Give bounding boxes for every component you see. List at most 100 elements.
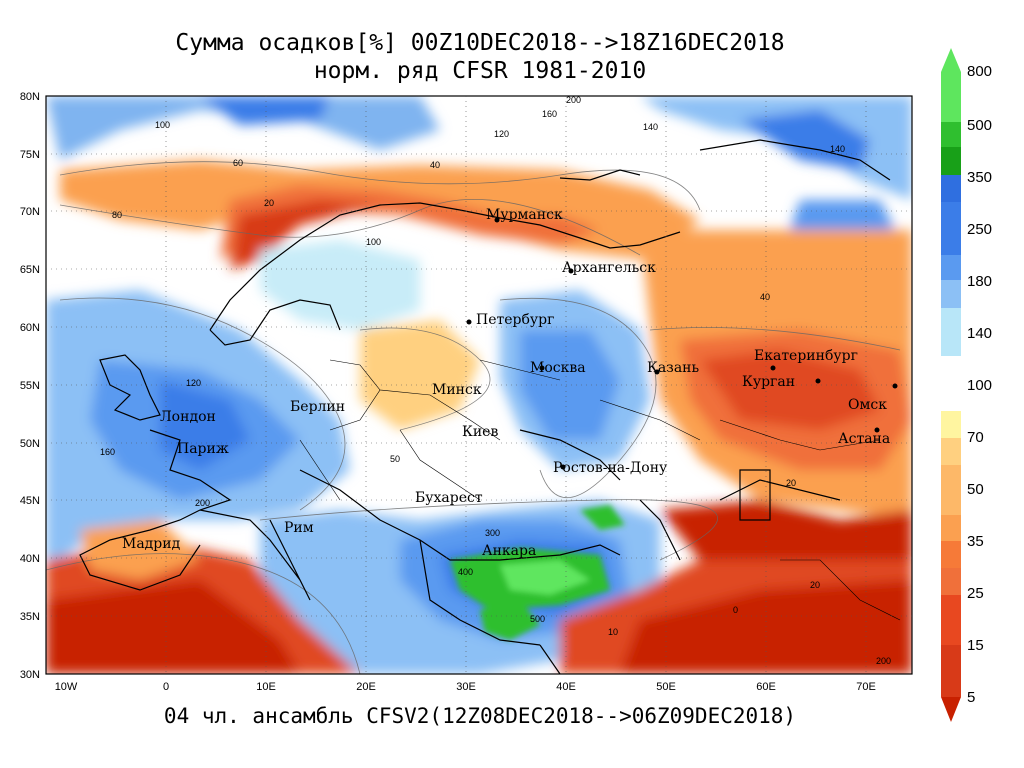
contour-label: 60 — [233, 158, 243, 168]
contour-label: 160 — [100, 447, 115, 457]
legend-swatch — [941, 645, 961, 697]
lon-label: 10W — [55, 681, 78, 693]
legend-swatch — [941, 541, 961, 568]
contour-label: 40 — [430, 160, 440, 170]
city-label-moscow: Москва — [530, 360, 586, 376]
contour-label: 140 — [830, 144, 845, 154]
lat-label: 75N — [20, 149, 40, 161]
contour-label: 160 — [542, 109, 557, 119]
city-label-arkhangelsk: Архангельск — [562, 260, 656, 276]
legend-swatch — [941, 175, 961, 202]
city-label-kiev: Киев — [462, 424, 498, 440]
city-label-madrid: Мадрид — [122, 536, 181, 552]
contour-label: 80 — [112, 210, 122, 220]
contour-label: 120 — [186, 378, 201, 388]
legend-swatch — [941, 438, 961, 465]
legend-label: 500 — [967, 117, 992, 134]
latitude-labels: 80N 75N 70N 65N 60N 55N 50N 45N 40N 35N … — [20, 91, 40, 681]
legend-swatch — [941, 568, 961, 595]
legend-label: 70 — [967, 429, 984, 446]
legend-swatch — [941, 255, 961, 280]
lat-label: 50N — [20, 438, 40, 450]
legend-swatch — [941, 202, 961, 255]
contour-label: 200 — [876, 656, 891, 666]
city-label-paris: Париж — [177, 441, 229, 457]
precipitation-field — [46, 96, 912, 674]
contour-label: 500 — [530, 614, 545, 624]
city-label-bucharest: Бухарест — [415, 490, 483, 506]
legend-label: 5 — [967, 689, 975, 706]
legend-swatch — [941, 122, 961, 147]
legend-label: 50 — [967, 481, 984, 498]
lon-label: 30E — [456, 681, 476, 693]
city-dot — [568, 268, 574, 274]
lon-label: 0 — [163, 681, 169, 693]
lat-label: 30N — [20, 669, 40, 681]
legend-label: 180 — [967, 273, 992, 290]
color-legend: 800 500 350 250 180 140 100 70 50 35 25 … — [941, 48, 992, 722]
city-dot — [892, 383, 898, 389]
legend-swatch — [941, 595, 961, 645]
contour-label: 140 — [643, 122, 658, 132]
city-dot — [494, 217, 500, 223]
map-footer: 04 чл. ансамбль CFSV2(12Z08DEC2018-->06Z… — [163, 704, 797, 728]
city-label-london: Лондон — [160, 409, 216, 425]
contour-label: 0 — [733, 605, 738, 615]
city-dot — [654, 369, 660, 375]
city-label-rome: Рим — [284, 520, 314, 536]
city-label-berlin: Берлин — [290, 399, 345, 415]
city-dot — [770, 365, 776, 371]
city-label-ankara: Анкара — [482, 543, 536, 559]
contour-label: 100 — [366, 237, 381, 247]
lat-label: 35N — [20, 611, 40, 623]
city-label-omsk: Омск — [848, 397, 887, 413]
contour-label: 400 — [458, 567, 473, 577]
legend-swatch — [941, 280, 961, 308]
legend-label: 35 — [967, 533, 984, 550]
contour-label: 10 — [608, 627, 618, 637]
map-title-line1: Сумма осадков[%] 00Z10DEC2018-->18Z16DEC… — [175, 30, 785, 56]
lon-label: 40E — [556, 681, 576, 693]
lat-label: 80N — [20, 91, 40, 103]
map-title-line2: норм. ряд CFSR 1981-2010 — [313, 58, 647, 84]
legend-swatch — [941, 147, 961, 175]
legend-swatch — [941, 411, 961, 438]
city-label-astana: Астана — [838, 431, 890, 447]
city-label-murmansk: Мурманск — [486, 207, 563, 223]
city-label-kazan: Казань — [647, 360, 699, 376]
legend-label: 25 — [967, 585, 984, 602]
legend-label: 100 — [967, 377, 992, 394]
city-label-kurgan: Курган — [742, 374, 795, 390]
city-label-rostov: Ростов-на-Дону — [553, 460, 668, 476]
legend-label: 800 — [967, 63, 992, 80]
contour-label: 50 — [390, 454, 400, 464]
lat-label: 70N — [20, 206, 40, 218]
contour-label: 300 — [485, 528, 500, 538]
contour-label: 200 — [566, 95, 581, 105]
legend-swatch — [941, 72, 961, 122]
lat-label: 55N — [20, 380, 40, 392]
legend-label: 140 — [967, 325, 992, 342]
city-label-minsk: Минск — [432, 382, 482, 398]
city-dot — [560, 464, 566, 470]
city-dot — [466, 319, 472, 325]
lon-label: 70E — [856, 681, 876, 693]
city-dot — [815, 378, 821, 384]
lon-label: 50E — [656, 681, 676, 693]
contour-label: 120 — [494, 129, 509, 139]
legend-label: 350 — [967, 169, 992, 186]
lon-label: 10E — [256, 681, 276, 693]
legend-label: 250 — [967, 221, 992, 238]
legend-arrow-bottom — [941, 697, 961, 722]
legend-swatch — [941, 465, 961, 515]
contour-label: 20 — [810, 580, 820, 590]
lat-label: 45N — [20, 495, 40, 507]
lon-label: 20E — [356, 681, 376, 693]
city-dot — [539, 365, 545, 371]
longitude-labels: 10W 0 10E 20E 30E 40E 50E 60E 70E — [55, 681, 876, 693]
contour-labels: 100 160 120 60 40 80 200 140 20 300 400 … — [100, 95, 891, 666]
contour-label: 20 — [264, 198, 274, 208]
contour-label: 40 — [760, 292, 770, 302]
contour-label: 100 — [155, 120, 170, 130]
